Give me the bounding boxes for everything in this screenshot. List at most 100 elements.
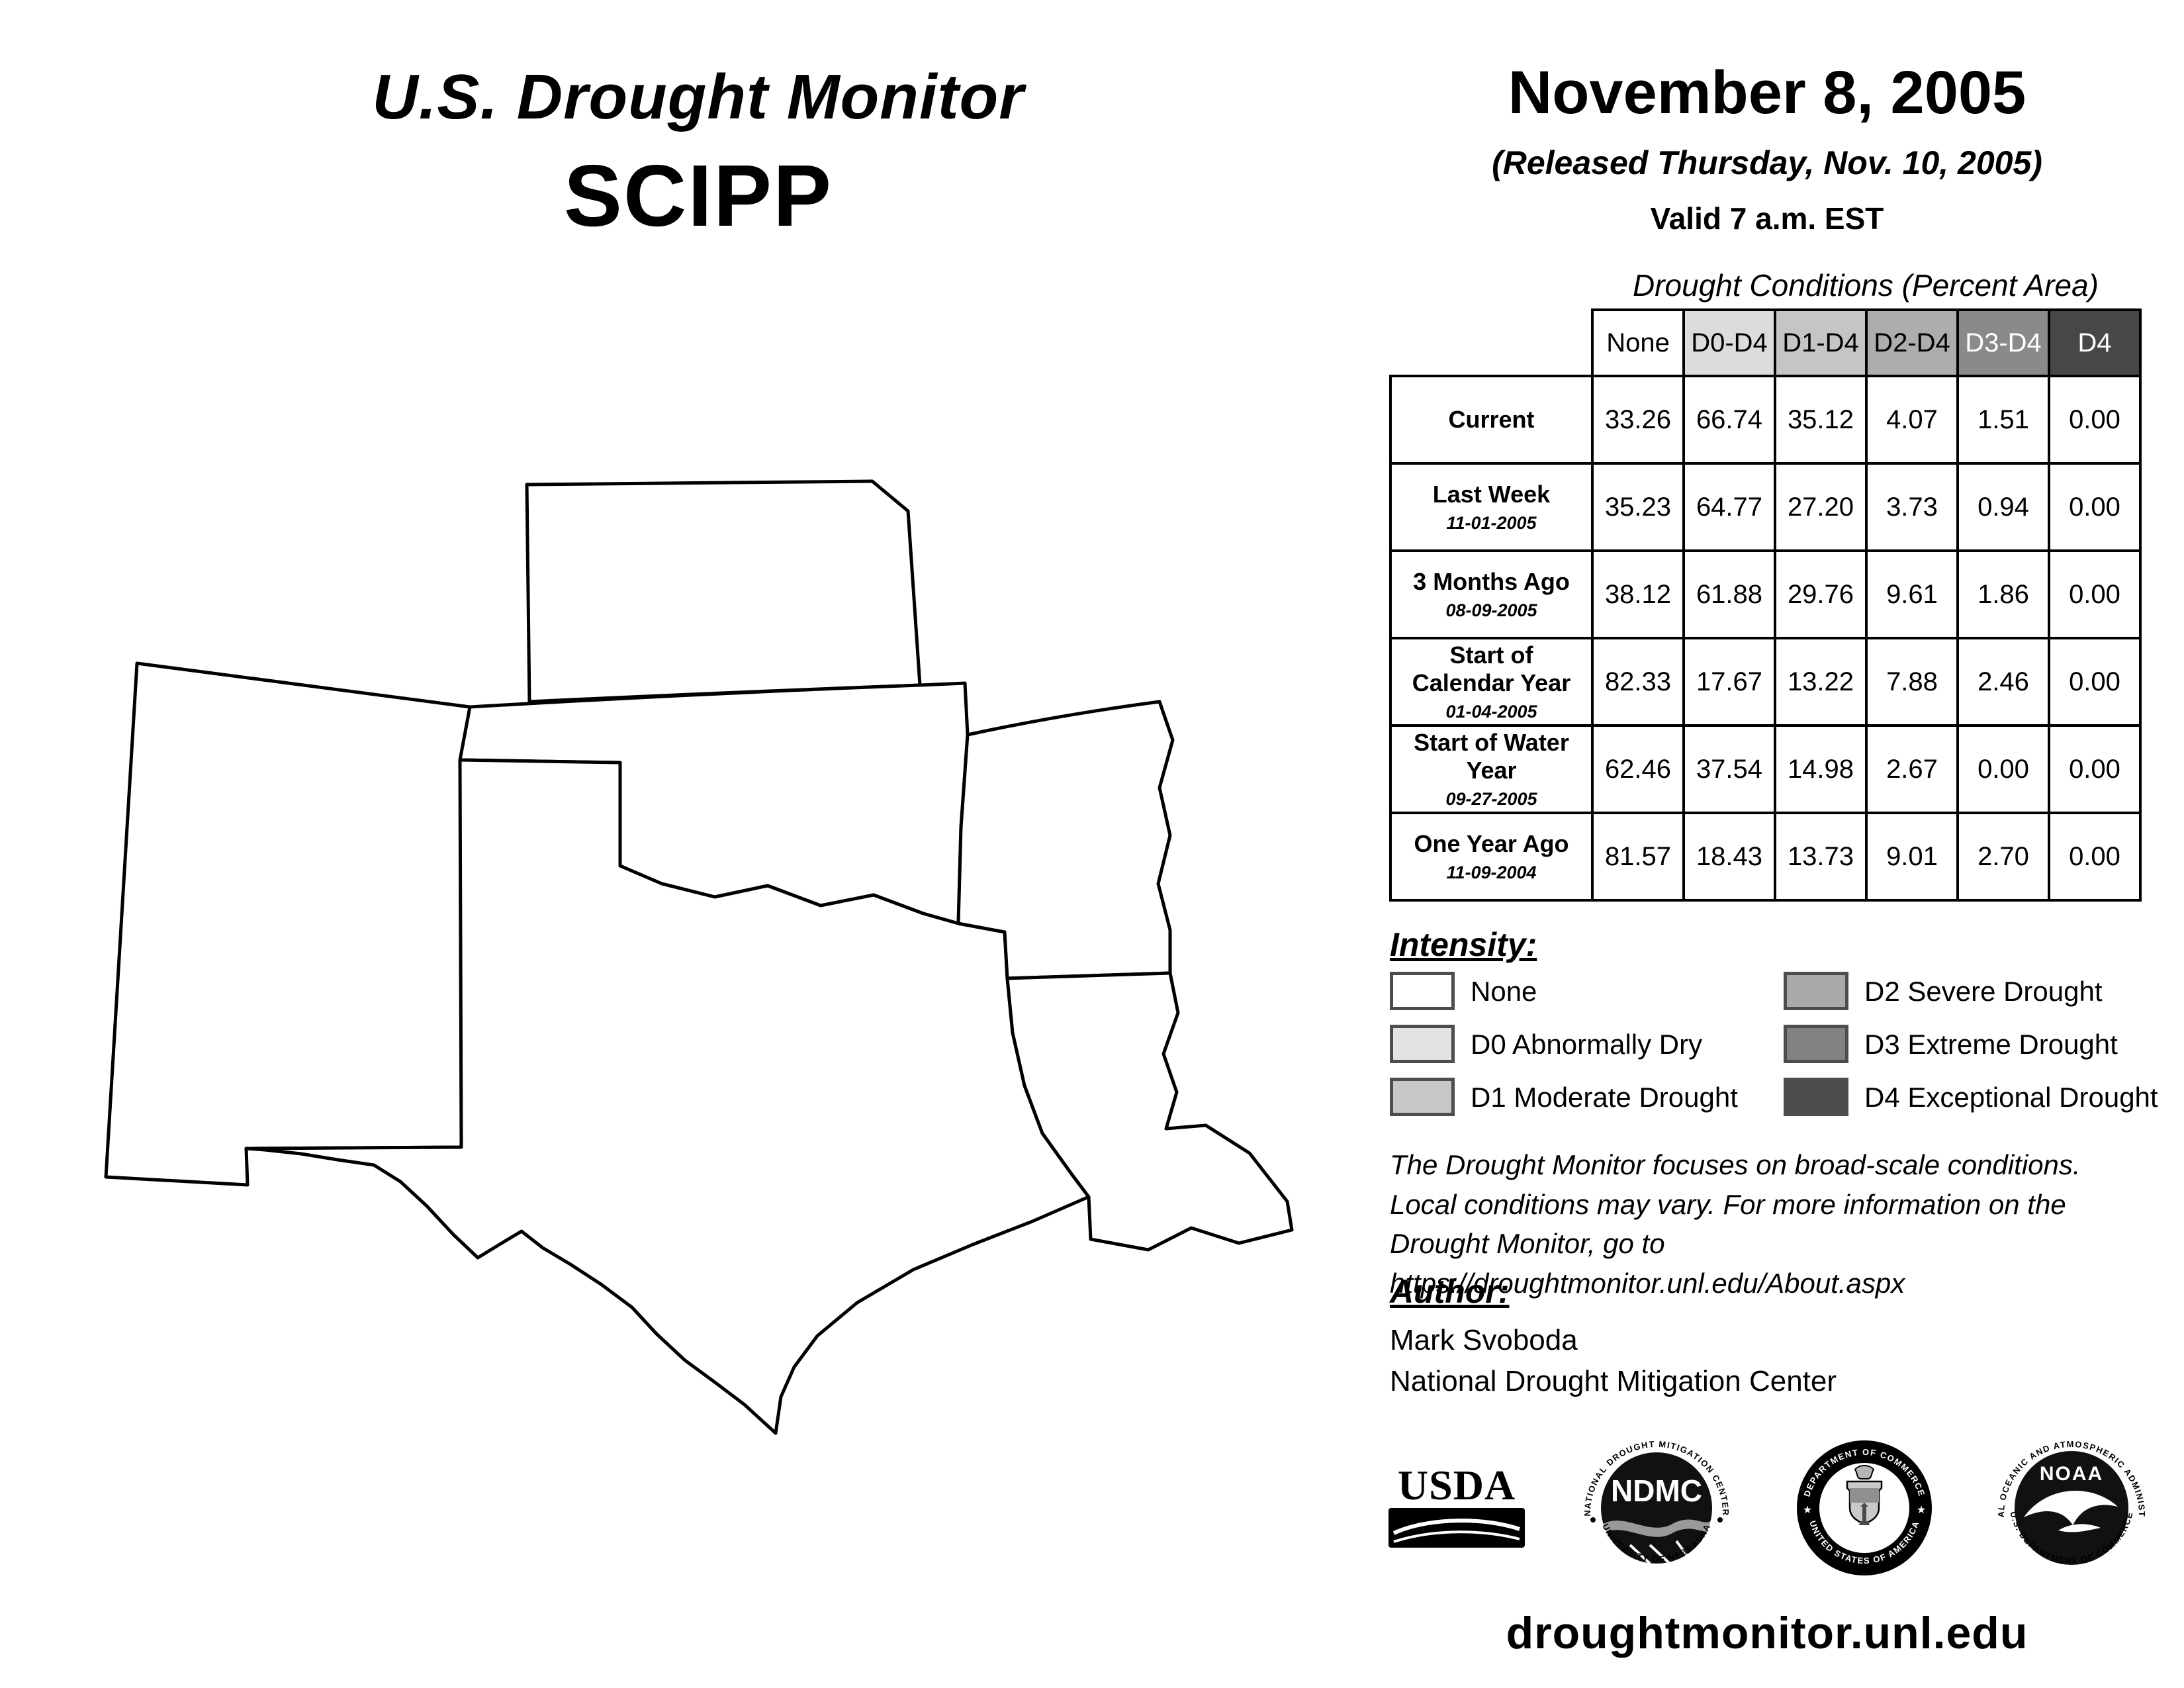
- d3-swatch: [1784, 1025, 1848, 1063]
- value-cell: 64.77: [1682, 462, 1776, 552]
- legend-label: D2 Severe Drought: [1864, 976, 2103, 1007]
- ndmc-wordmark: NDMC: [1611, 1474, 1702, 1508]
- column-header-d2d4: D2-D4: [1865, 308, 1959, 377]
- usda-logo: USDA: [1387, 1464, 1526, 1552]
- value-cell: 13.22: [1774, 637, 1868, 727]
- page-title: U.S. Drought Monitor: [372, 62, 1024, 132]
- value-cell: 38.12: [1591, 549, 1685, 639]
- column-header-d1d4: D1-D4: [1774, 308, 1868, 377]
- usda-swoosh-icon: [1388, 1507, 1525, 1548]
- legend-label: D3 Extreme Drought: [1864, 1029, 2118, 1060]
- none-swatch: [1390, 972, 1455, 1010]
- value-cell: 35.12: [1774, 375, 1868, 465]
- value-cell: 0.00: [2048, 812, 2142, 902]
- valid-time: Valid 7 a.m. EST: [1650, 201, 1884, 236]
- value-cell: 37.54: [1682, 724, 1776, 814]
- column-header-d4: D4: [2048, 308, 2142, 377]
- intensity-legend-title: Intensity:: [1390, 926, 1537, 963]
- author-name: Mark Svoboda: [1390, 1324, 1578, 1356]
- table-header-spacer: [1390, 310, 1592, 376]
- author-heading: Author:: [1390, 1273, 1510, 1310]
- table-header-row: None D0-D4 D1-D4 D2-D4 D3-D4 D4: [1390, 308, 2142, 377]
- ndmc-logo: NDMC NATIONAL DROUGHT MITIGATION CENTER …: [1582, 1439, 1730, 1564]
- value-cell: 4.07: [1865, 375, 1959, 465]
- commerce-shield-icon: [1846, 1465, 1882, 1525]
- value-cell: 2.70: [1956, 812, 2050, 902]
- value-cell: 9.61: [1865, 549, 1959, 639]
- column-header-d3d4: D3-D4: [1956, 308, 2050, 377]
- value-cell: 13.73: [1774, 812, 1868, 902]
- value-cell: 2.67: [1865, 724, 1959, 814]
- value-cell: 0.00: [2048, 724, 2142, 814]
- value-cell: 18.43: [1682, 812, 1776, 902]
- value-cell: 9.01: [1865, 812, 1959, 902]
- d2-swatch: [1784, 972, 1848, 1010]
- table-row: Current 33.26 66.74 35.12 4.07 1.51 0.00: [1389, 375, 2142, 465]
- drought-conditions-table: None D0-D4 D1-D4 D2-D4 D3-D4 D4 Current …: [1389, 308, 2142, 902]
- disclaimer: The Drought Monitor focuses on broad-sca…: [1390, 1145, 2177, 1303]
- row-label: Last Week: [1432, 480, 1551, 508]
- value-cell: 14.98: [1774, 724, 1868, 814]
- value-cell: 0.00: [2048, 462, 2142, 552]
- row-date: 08-09-2005: [1445, 600, 1537, 621]
- region-title: SCIPP: [563, 147, 833, 244]
- state-borders: [106, 481, 1292, 1433]
- legend-label: D1 Moderate Drought: [1471, 1082, 1738, 1113]
- legend-label: D0 Abnormally Dry: [1471, 1029, 1703, 1060]
- noaa-logo: NOAA NATIONAL OCEANIC AND ATMOSPHERIC AD…: [1996, 1439, 2146, 1566]
- row-date: 09-27-2005: [1445, 788, 1537, 809]
- table-row: 3 Months Ago 08-09-2005 38.12 61.88 29.7…: [1389, 549, 2142, 639]
- value-cell: 1.51: [1956, 375, 2050, 465]
- table-row: Start of Water Year 09-27-2005 62.46 37.…: [1389, 724, 2142, 814]
- value-cell: 1.86: [1956, 549, 2050, 639]
- value-cell: 7.88: [1865, 637, 1959, 727]
- row-label: One Year Ago: [1414, 829, 1569, 857]
- row-label: 3 Months Ago: [1413, 567, 1570, 595]
- value-cell: 62.46: [1591, 724, 1685, 814]
- value-cell: 0.94: [1956, 462, 2050, 552]
- row-date: 01-04-2005: [1445, 701, 1537, 722]
- value-cell: 61.88: [1682, 549, 1776, 639]
- row-label: Start of Water Year: [1414, 729, 1569, 784]
- value-cell: 2.46: [1956, 637, 2050, 727]
- d1-swatch: [1390, 1078, 1455, 1116]
- release-date: (Released Thursday, Nov. 10, 2005): [1492, 144, 2042, 181]
- value-cell: 82.33: [1591, 637, 1685, 727]
- disclaimer-line: The Drought Monitor focuses on broad-sca…: [1390, 1149, 2081, 1180]
- value-cell: 33.26: [1591, 375, 1685, 465]
- noaa-wordmark: NOAA: [2040, 1463, 2103, 1485]
- scipp-drought-map: [0, 0, 1357, 1688]
- value-cell: 3.73: [1865, 462, 1959, 552]
- value-cell: 35.23: [1591, 462, 1685, 552]
- row-label: Current: [1448, 406, 1535, 434]
- value-cell: 0.00: [2048, 637, 2142, 727]
- disclaimer-line: Drought Monitor, go to https://droughtmo…: [1390, 1228, 1905, 1299]
- logo-row: USDA NDMC NATIONAL DROUGHT MITIGATION CE…: [1387, 1429, 2148, 1587]
- disclaimer-line: Local conditions may vary. For more info…: [1390, 1188, 2066, 1220]
- table-row: Start of Calendar Year 01-04-2005 82.33 …: [1389, 637, 2142, 727]
- svg-text:★: ★: [1802, 1505, 1811, 1516]
- value-cell: 81.57: [1591, 812, 1685, 902]
- value-cell: 0.00: [2048, 549, 2142, 639]
- svg-text:★: ★: [1916, 1505, 1925, 1516]
- d4-swatch: [1784, 1078, 1848, 1116]
- row-date: 11-01-2005: [1446, 513, 1537, 534]
- value-cell: 29.76: [1774, 549, 1868, 639]
- value-cell: 27.20: [1774, 462, 1868, 552]
- legend-label: None: [1471, 976, 1537, 1007]
- value-cell: 17.67: [1682, 637, 1776, 727]
- value-cell: 0.00: [2048, 375, 2142, 465]
- value-cell: 0.00: [1956, 724, 2050, 814]
- table-row: Last Week 11-01-2005 35.23 64.77 27.20 3…: [1389, 462, 2142, 552]
- commerce-seal-logo: DEPARTMENT OF COMMERCE UNITED STATES OF …: [1796, 1440, 1932, 1575]
- column-header-d0d4: D0-D4: [1682, 308, 1776, 377]
- author-org: National Drought Mitigation Center: [1390, 1365, 1837, 1397]
- legend-label: D4 Exceptional Drought: [1864, 1082, 2158, 1113]
- value-cell: 66.74: [1682, 375, 1776, 465]
- usda-wordmark: USDA: [1397, 1461, 1516, 1509]
- site-url: droughtmonitor.unl.edu: [1506, 1608, 2028, 1658]
- noaa-gull-icon: [2023, 1491, 2118, 1525]
- table-title: Drought Conditions (Percent Area): [1633, 268, 2099, 303]
- d0-swatch: [1390, 1025, 1455, 1063]
